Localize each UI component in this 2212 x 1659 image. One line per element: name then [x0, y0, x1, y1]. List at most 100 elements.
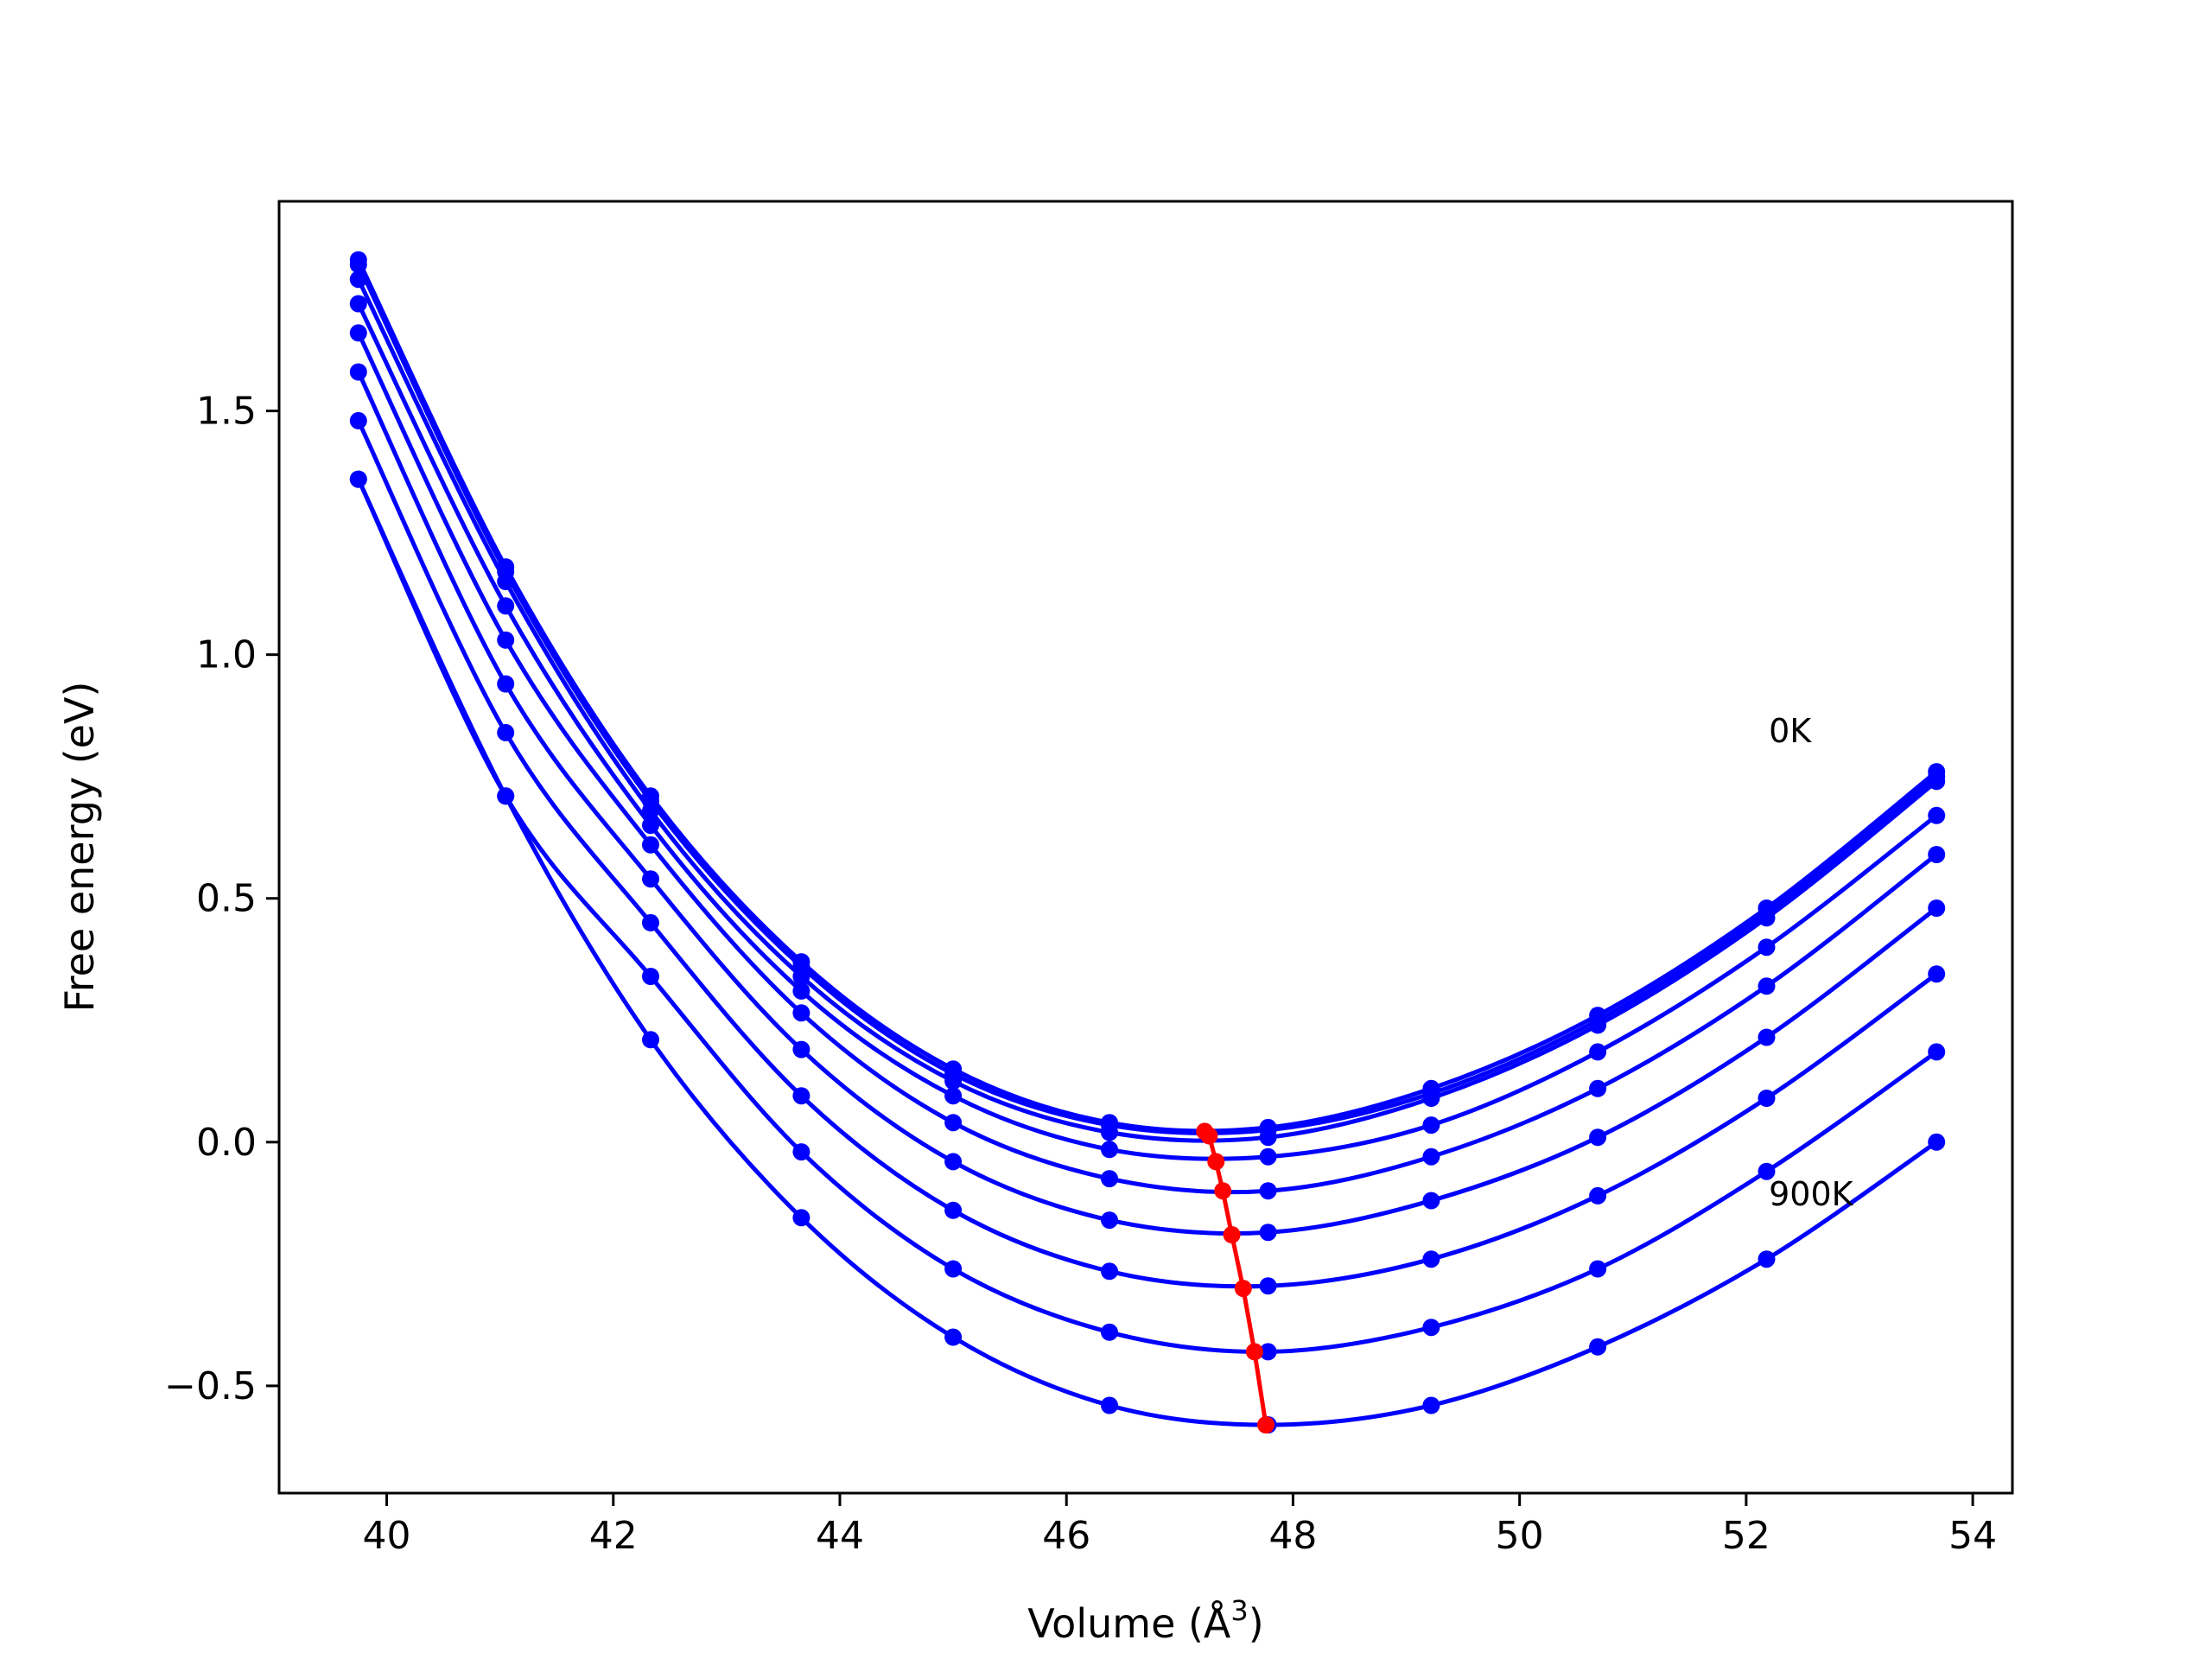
x-tick-label-46: 46: [1042, 1514, 1090, 1558]
isotherm-point-3-5: [944, 1072, 963, 1090]
isotherm-point-7-5: [944, 1201, 963, 1219]
isotherm-point-2-1: [349, 256, 367, 274]
isotherm-point-5-10: [1758, 977, 1776, 995]
isotherm-point-6-7: [1259, 1224, 1277, 1242]
isotherm-point-7-2: [497, 723, 515, 741]
isotherm-point-4-7: [1259, 1147, 1277, 1166]
isotherm-point-5-3: [642, 836, 659, 854]
temperature-annotation-1: 0K: [1769, 712, 1812, 750]
x-tick-label-50: 50: [1496, 1514, 1544, 1558]
isotherm-point-6-9: [1589, 1128, 1607, 1147]
isotherm-point-6-10: [1758, 1028, 1776, 1046]
isotherm-point-3-4: [792, 968, 810, 985]
isotherm-point-9-8: [1422, 1396, 1440, 1414]
isotherm-point-4-2: [497, 597, 515, 615]
plot-area: [349, 251, 1946, 1433]
x-axis: 40 42 44 46 48 50 52 54: [363, 1493, 1997, 1558]
isotherm-point-5-1: [349, 324, 367, 342]
y-axis-label: Free energy (eV): [56, 682, 103, 1013]
isotherm-point-9-11: [1928, 1133, 1946, 1151]
isotherm-point-3-9: [1589, 1016, 1607, 1034]
isotherm-point-4-10: [1758, 938, 1776, 957]
isotherm-point-3-6: [1101, 1123, 1118, 1141]
isotherm-point-6-8: [1422, 1192, 1440, 1210]
isotherm-line-8: [356, 478, 1938, 1354]
y-tick-label-5: 1.5: [196, 390, 257, 434]
isotherm-point-7-10: [1758, 1090, 1776, 1107]
isotherm-line-2: [356, 264, 1938, 1135]
isotherm-point-4-9: [1589, 1043, 1607, 1061]
x-axis-label: Volume (Å3): [1027, 1594, 1263, 1647]
isotherm-point-9-1: [349, 470, 367, 488]
isotherm-point-3-10: [1758, 909, 1776, 927]
isotherm-point-6-1: [349, 363, 367, 381]
isotherm-point-8-5: [944, 1260, 963, 1278]
isotherm-line-3: [356, 278, 1938, 1143]
isotherm-point-4-8: [1422, 1116, 1440, 1135]
plot-frame: [277, 200, 2014, 1495]
isotherm-point-5-4: [792, 1004, 810, 1022]
x-tick-label-54: 54: [1948, 1514, 1997, 1558]
isotherm-point-4-11: [1928, 806, 1946, 824]
isotherm-point-8-9: [1589, 1260, 1607, 1278]
isotherm-point-6-11: [1928, 899, 1946, 917]
annotations: 0K 900K: [1769, 712, 1854, 1213]
isotherm-point-9-5: [944, 1328, 963, 1346]
isotherm-point-6-6: [1101, 1211, 1118, 1230]
isotherm-point-4-5: [944, 1087, 963, 1105]
isotherm-point-9-2: [497, 787, 515, 805]
isotherm-point-8-4: [792, 1143, 810, 1161]
isotherm-point-7-4: [792, 1087, 810, 1105]
isotherm-point-4-3: [642, 817, 659, 835]
isotherm-point-7-3: [642, 913, 659, 931]
minimum-path-line: [1203, 1129, 1268, 1426]
isotherm-point-5-9: [1589, 1079, 1607, 1097]
isotherm-point-7-9: [1589, 1186, 1607, 1205]
isotherm-line-7: [356, 419, 1938, 1289]
isotherm-point-7-1: [349, 411, 367, 429]
minimum-path-point-6: [1234, 1280, 1252, 1298]
isotherm-line-5: [356, 332, 1938, 1195]
isotherm-point-8-7: [1259, 1343, 1277, 1361]
minimum-path-point-4: [1214, 1182, 1232, 1200]
isotherm-point-7-8: [1422, 1250, 1440, 1268]
minimum-path-point-3: [1207, 1153, 1225, 1171]
isotherm-point-4-1: [349, 295, 367, 313]
y-tick-label-1: −0.5: [164, 1364, 257, 1408]
isotherm-point-6-5: [944, 1153, 963, 1171]
y-axis: −0.5 0.0 0.5 1.0 1.5: [164, 390, 279, 1408]
isotherm-point-3-8: [1422, 1090, 1440, 1107]
isotherm-point-5-11: [1928, 846, 1946, 863]
isotherm-point-5-8: [1422, 1147, 1440, 1166]
isotherm-line-4: [356, 302, 1938, 1161]
isotherm-point-8-8: [1422, 1319, 1440, 1337]
isotherm-point-3-3: [642, 802, 659, 820]
isotherm-point-5-2: [497, 631, 515, 649]
isotherm-point-7-6: [1101, 1262, 1118, 1281]
x-tick-label-42: 42: [589, 1514, 638, 1558]
isotherm-point-6-3: [642, 870, 659, 888]
isotherm-point-5-5: [944, 1114, 963, 1132]
isotherm-point-8-10: [1758, 1162, 1776, 1180]
minimum-path-point-2: [1200, 1127, 1218, 1145]
isotherm-point-3-7: [1259, 1128, 1277, 1147]
isotherm-point-9-9: [1589, 1338, 1607, 1356]
isotherm-point-7-11: [1928, 965, 1946, 983]
minimum-path-point-8: [1257, 1416, 1274, 1433]
y-tick-label-3: 0.5: [196, 877, 257, 921]
x-tick-label-40: 40: [363, 1514, 411, 1558]
isotherm-point-3-1: [349, 270, 367, 289]
isotherm-point-8-3: [642, 968, 659, 985]
y-tick-label-2: 0.0: [196, 1121, 257, 1165]
isotherm-point-4-4: [792, 982, 810, 1000]
x-tick-label-44: 44: [816, 1514, 864, 1558]
x-tick-label-48: 48: [1268, 1514, 1317, 1558]
isotherm-line-6: [356, 371, 1938, 1236]
isotherm-line-1: [356, 258, 1938, 1134]
minimum-path-point-7: [1245, 1343, 1263, 1361]
isotherm-point-9-4: [792, 1209, 810, 1227]
isotherm-point-4-6: [1101, 1141, 1118, 1159]
isotherm-point-9-6: [1101, 1396, 1118, 1414]
x-tick-label-52: 52: [1722, 1514, 1770, 1558]
